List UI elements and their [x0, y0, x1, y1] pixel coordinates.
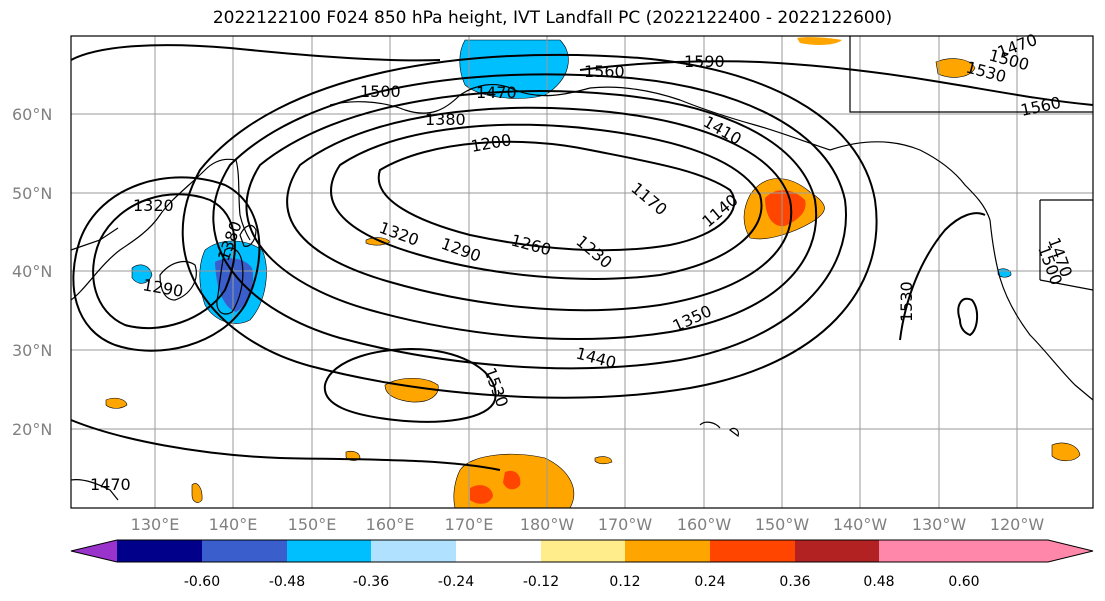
colorbar-tick: -0.36 [353, 574, 389, 590]
lat-label: 20°N [12, 420, 52, 439]
colorbar-segment [456, 540, 541, 562]
lon-label: 160°W [677, 515, 732, 534]
lon-label: 130°W [912, 515, 967, 534]
contour-label: 1560 [584, 62, 625, 81]
contour-label: 1590 [684, 52, 725, 71]
colorbar-segment [710, 540, 795, 562]
colorbar-tick: -0.48 [269, 574, 305, 590]
contour-label: 1320 [133, 196, 174, 215]
lon-label: 120°W [990, 515, 1045, 534]
lon-label: 140°W [833, 515, 888, 534]
colorbar-segment [202, 540, 287, 562]
lon-label: 150°E [288, 515, 337, 534]
lon-label: 130°E [131, 515, 180, 534]
contour-label: 1530 [897, 281, 916, 322]
colorbar-segment [625, 540, 710, 562]
colorbar-segment [371, 540, 456, 562]
colorbar-tick: 0.12 [609, 574, 640, 590]
colorbar-tick: -0.60 [184, 574, 220, 590]
lon-label: 180°W [520, 515, 575, 534]
longitude-labels: 130°E 140°E 150°E 160°E 170°E 180°W 170°… [131, 515, 1045, 534]
lon-label: 170°W [598, 515, 653, 534]
colorbar-tick: -0.24 [438, 574, 474, 590]
contour-label: 1470 [476, 83, 517, 102]
colorbar-extend-low [71, 540, 117, 562]
lat-label: 30°N [12, 341, 52, 360]
coastlines [70, 36, 1094, 501]
colorbar-tick: -0.12 [523, 574, 559, 590]
lon-label: 140°E [209, 515, 258, 534]
colorbar-segment [117, 540, 202, 562]
colorbar-extend-high [964, 540, 1093, 562]
colorbar: -0.60 -0.48 -0.36 -0.24 -0.12 0.12 0.24 … [70, 539, 1094, 590]
colorbar-segment [287, 540, 371, 562]
lon-label: 170°E [445, 515, 494, 534]
map-title: 2022122100 F024 850 hPa height, IVT Land… [212, 8, 893, 28]
height-contours [70, 44, 1094, 471]
latitude-labels: 60°N 50°N 40°N 30°N 20°N [12, 105, 52, 439]
lat-label: 60°N [12, 105, 52, 124]
colorbar-segment [795, 540, 879, 562]
lat-label: 40°N [12, 262, 52, 281]
colorbar-segment [879, 540, 964, 562]
contour-label: 1380 [425, 110, 466, 129]
map-frame [70, 35, 1094, 509]
lat-label: 50°N [12, 184, 52, 203]
colorbar-tick: 0.36 [779, 574, 810, 590]
contour-label: 1470 [90, 475, 131, 494]
colorbar-segment [541, 540, 625, 562]
graticule [71, 36, 1093, 508]
colorbar-tick: 0.60 [948, 574, 979, 590]
colorbar-tick: 0.24 [694, 574, 725, 590]
contour-label: 1500 [360, 82, 401, 101]
lon-label: 150°W [755, 515, 810, 534]
colorbar-tick: 0.48 [863, 574, 894, 590]
lon-label: 160°E [366, 515, 415, 534]
map-panel: 1590 1560 1470 1500 1380 1410 1200 1320 … [70, 30, 1094, 509]
